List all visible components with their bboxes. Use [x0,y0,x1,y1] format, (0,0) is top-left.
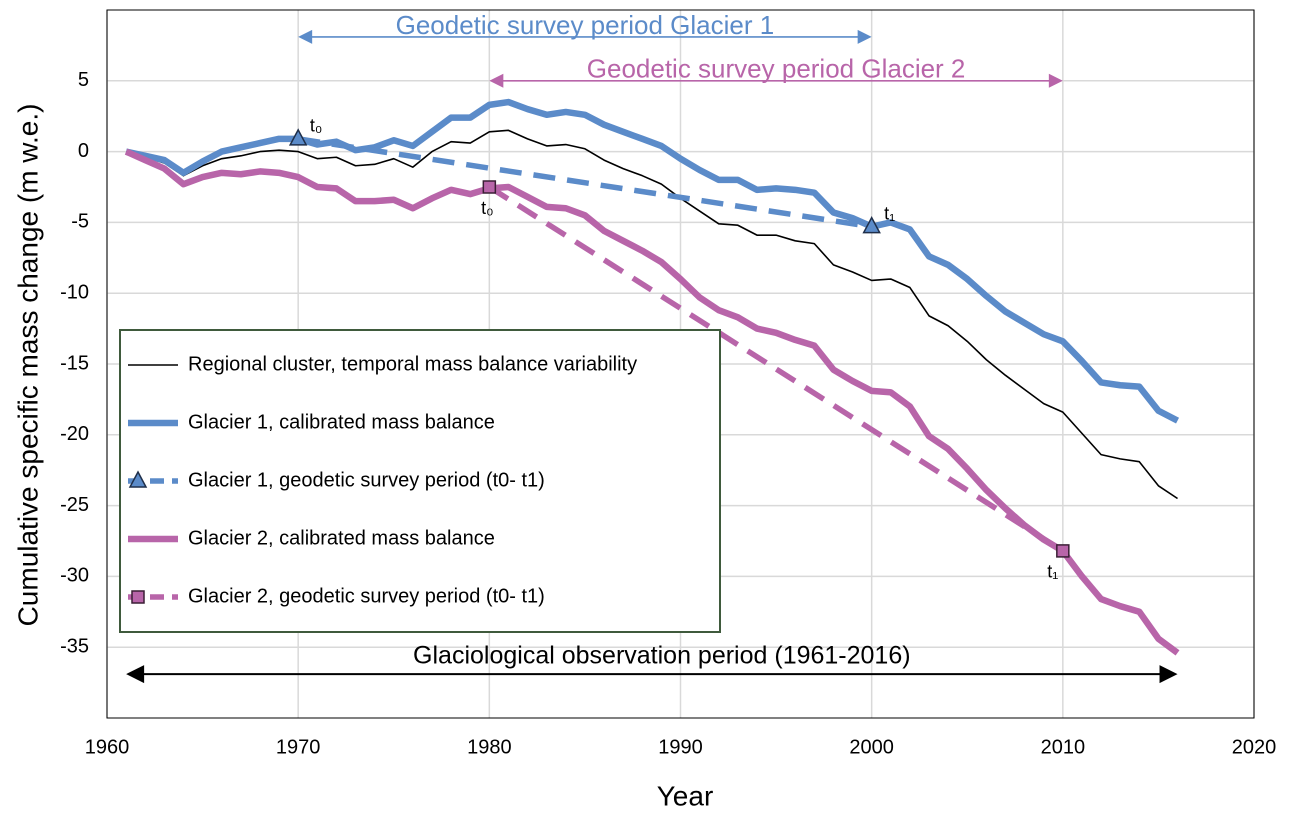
legend: Regional cluster, temporal mass balance … [119,329,721,633]
arrowhead [857,29,872,44]
plot-frame [106,9,1255,719]
series-line [124,148,1180,656]
triangle-marker [288,128,308,146]
point-label: t₁ [884,203,895,223]
series-line [487,184,1065,554]
x-tick-label: 1980 [467,736,512,758]
x-axis-label: Year [657,780,714,811]
triangle-marker [128,470,148,488]
arrowhead [126,665,145,684]
annotation-text: Geodetic survey period Glacier 2 [587,54,966,84]
legend-box [119,329,721,633]
legend-label: Glacier 1, calibrated mass balance [188,411,495,433]
arrowhead [1048,73,1063,88]
x-tick-label: 1970 [276,736,321,758]
legend-label: Glacier 1, geodetic survey period (t0- t… [188,469,545,491]
y-tick-label: -10 [60,281,89,303]
x-tick-label: 1960 [85,736,130,758]
y-tick-label: -35 [60,635,89,657]
x-tick-label: 2000 [849,736,894,758]
y-tick-label: -25 [60,494,89,516]
series-line [125,129,1178,500]
series-line [297,136,873,230]
arrowhead [298,29,313,44]
legend-label: Regional cluster, temporal mass balance … [188,353,637,375]
point-label: t₁ [1047,562,1058,582]
point-label: t₀ [481,198,493,218]
legend-label: Glacier 2, calibrated mass balance [188,527,495,549]
square-marker [131,590,145,604]
y-axis-label: Cumulative specific mass change (m w.e.) [12,104,43,627]
arrowhead [1159,665,1178,684]
square-marker [1056,544,1070,558]
square-marker [482,180,497,194]
x-tick-label: 1990 [658,736,703,758]
legend-label: Glacier 2, geodetic survey period (t0- t… [188,585,545,607]
arrowhead [489,73,504,88]
annotation-text: Geodetic survey period Glacier 1 [396,10,775,40]
y-tick-label: -20 [60,423,89,445]
triangle-marker [862,216,881,234]
y-tick-label: -5 [71,211,89,233]
y-tick-label: 0 [78,140,89,162]
y-tick-label: -30 [60,565,89,587]
annotation-text: Glaciological observation period (1961-2… [413,642,911,670]
x-tick-label: 2010 [1041,736,1086,758]
y-tick-label: 5 [78,69,89,91]
y-tick-label: -15 [60,352,89,374]
x-tick-label: 2020 [1232,736,1277,758]
point-label: t₀ [310,116,322,136]
